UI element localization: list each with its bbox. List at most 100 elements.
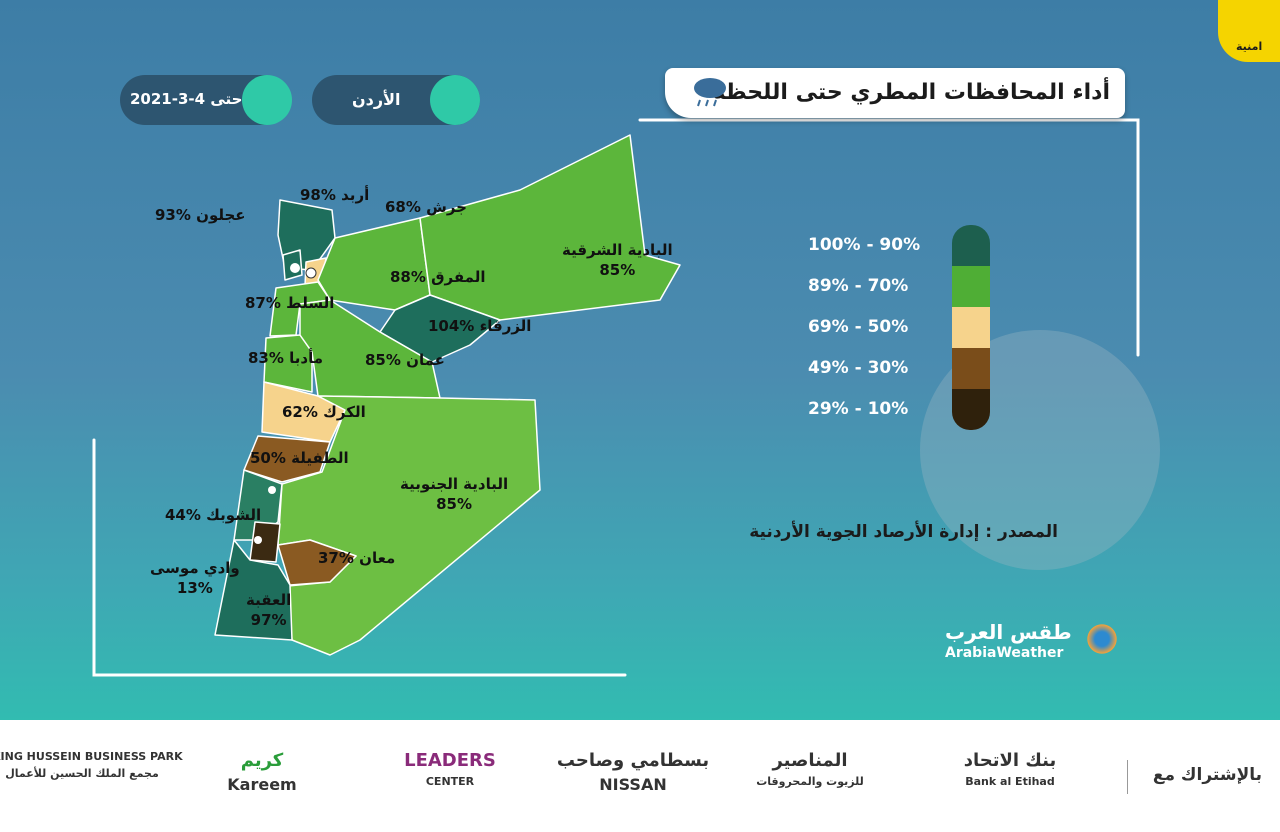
title: أداء المحافظات المطري حتى اللحظة	[712, 80, 1110, 105]
region-value: 37%	[318, 549, 354, 567]
sponsor-name: KING HUSSEIN BUSINESS PARK	[0, 750, 183, 763]
sponsor-sub: للزيوت والمحروقات	[756, 775, 864, 788]
region-label: أربد 98%	[300, 185, 369, 205]
sponsor-sub: Bank al Etihad	[965, 775, 1055, 788]
region-value: 44%	[165, 506, 201, 524]
brand-logo	[1218, 0, 1280, 62]
region-label: العقبة 97%	[246, 590, 291, 630]
frame-line	[92, 438, 627, 677]
region-label: الشوبك 44%	[165, 505, 261, 525]
region-label: عجلون 93%	[155, 205, 246, 225]
sponsor: KING HUSSEIN BUSINESS PARK مجمع الملك الح…	[0, 750, 183, 780]
title-box	[665, 68, 1125, 118]
region-label: جرش 68%	[385, 197, 467, 217]
region-value: 62%	[282, 403, 318, 421]
region	[243, 435, 331, 483]
sponsor-name: بنك الاتحاد	[963, 750, 1057, 771]
source: المصدر : إدارة الأرصاد الجوية الأردنية	[749, 522, 1058, 542]
region-label: البادية الشرقية 85%	[562, 240, 673, 280]
weather-brand-ar: طقس العرب	[945, 620, 1072, 644]
region	[261, 381, 346, 443]
weather-logo	[1085, 622, 1119, 656]
region-name: عمان	[406, 351, 445, 369]
region-name: وادي موسى	[150, 559, 240, 577]
sponsor: بسطامي وصاحب NISSAN	[543, 750, 723, 794]
region-label: البادية الجنوبية 85%	[400, 474, 508, 514]
region-label: الزرقاء 104%	[428, 316, 531, 336]
region-label: مأدبا 83%	[248, 348, 323, 368]
region-name: البادية الجنوبية	[400, 475, 509, 493]
region	[419, 134, 681, 321]
divider	[1127, 760, 1128, 794]
region-name: العقبة	[246, 591, 292, 609]
brand-text: امنية	[1236, 40, 1263, 53]
location: الأردن	[352, 90, 401, 109]
sponsor-name: بسطامي وصاحب	[556, 750, 710, 771]
date-prefix: حتى	[210, 90, 243, 108]
region-value: 85%	[436, 495, 473, 513]
region-name: المفرق	[431, 268, 486, 286]
region-label: الكرك 62%	[282, 402, 366, 422]
sponsor-sub: مجمع الملك الحسين للأعمال	[5, 767, 159, 780]
region-name: أربد	[341, 186, 370, 204]
legend-label: 29% - 10%	[808, 399, 909, 419]
marker-dot	[254, 536, 262, 544]
region-name: الشوبك	[206, 506, 262, 524]
region-name: السلط	[286, 294, 335, 312]
date-value: 2021-3-4	[130, 90, 206, 108]
legend-swatch	[952, 389, 990, 430]
legend-label: 100% - 90%	[808, 235, 921, 255]
region-value: 97%	[250, 611, 287, 629]
region-name: معان	[359, 549, 396, 567]
legend-label: 89% - 70%	[808, 276, 909, 296]
region-value: 85%	[599, 261, 636, 279]
sponsor: المناصير للزيوت والمحروقات	[720, 750, 900, 788]
rain-icon	[694, 78, 726, 107]
marker-dot	[305, 267, 317, 279]
weather-brand-en: ArabiaWeather	[945, 645, 1064, 661]
region-value: 88%	[390, 268, 426, 286]
region-name: مأدبا	[289, 349, 324, 367]
calendar-icon	[242, 75, 292, 125]
region	[214, 539, 293, 641]
region-value: 13%	[176, 579, 213, 597]
sponsor-sub: Kareem	[227, 775, 297, 794]
region-label: السلط 87%	[245, 293, 334, 313]
sponsor: كريم Kareem	[172, 750, 352, 794]
region-value: 50%	[250, 449, 286, 467]
marker-dot	[290, 263, 300, 273]
region-name: الطفيلة	[291, 449, 349, 467]
legend-label: 69% - 50%	[808, 317, 909, 337]
region-label: عمان 85%	[365, 350, 445, 370]
region	[263, 334, 313, 393]
location-icon	[430, 75, 480, 125]
frame-line	[638, 118, 1140, 357]
legend-swatch	[952, 348, 990, 389]
sponsor-bar: بالإشتراك مع بنك الاتحاد Bank al Etihad ال…	[0, 720, 1280, 832]
region-name: عجلون	[196, 206, 246, 224]
sponsor-name: المناصير	[772, 750, 848, 771]
region-value: 104%	[428, 317, 475, 335]
region-name: جرش	[426, 198, 467, 216]
legend-label: 49% - 30%	[808, 358, 909, 378]
region-label: المفرق 88%	[390, 267, 486, 287]
region-value: 98%	[300, 186, 336, 204]
sponsor-name: كريم	[240, 750, 284, 771]
sponsor: بنك الاتحاد Bank al Etihad	[920, 750, 1100, 788]
region-value: 85%	[365, 351, 401, 369]
sponsor-intro: بالإشتراك مع	[1152, 765, 1262, 785]
region-value: 68%	[385, 198, 421, 216]
date: حتى 2021-3-4	[130, 90, 242, 108]
legend-swatch	[952, 225, 990, 266]
region-label: الطفيلة 50%	[250, 448, 349, 468]
region-value: 87%	[245, 294, 281, 312]
region-label: معان 37%	[318, 548, 395, 568]
region-value: 93%	[155, 206, 191, 224]
region-label: وادي موسى 13%	[150, 558, 240, 598]
map-layer	[92, 118, 1160, 677]
region	[277, 539, 357, 586]
legend-swatch	[952, 307, 990, 348]
sponsor: LEADERS CENTER	[360, 750, 540, 788]
region-name: الكرك	[323, 403, 366, 421]
